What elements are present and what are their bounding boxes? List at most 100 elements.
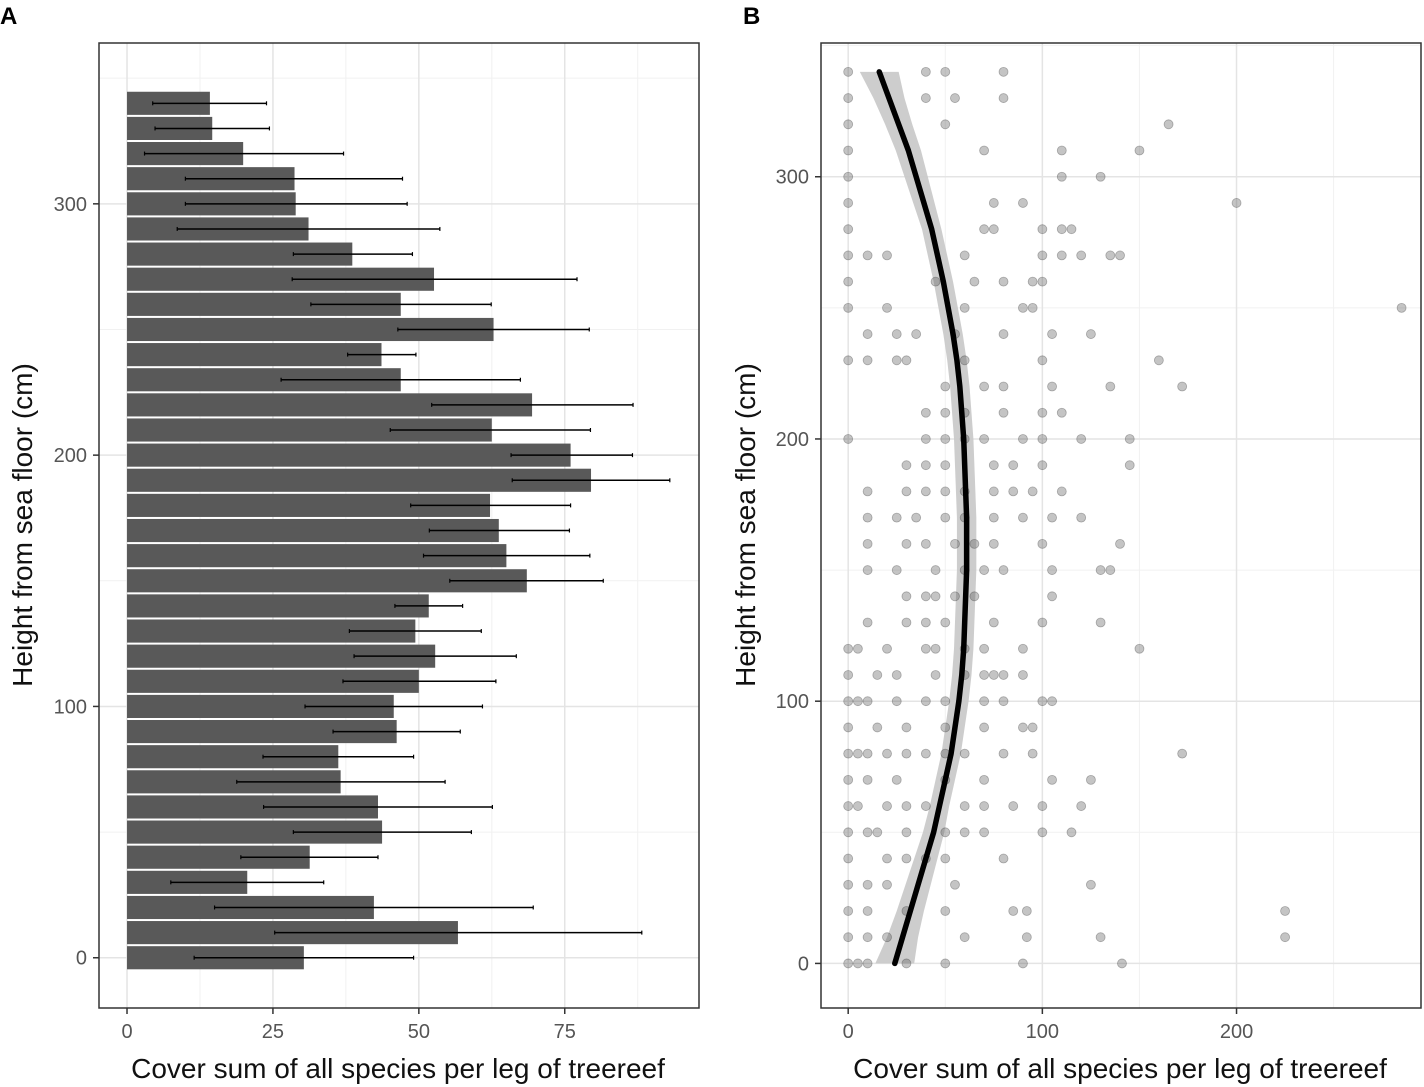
data-point-128: [920, 538, 931, 549]
data-point-42: [852, 801, 863, 811]
data-point-155: [988, 460, 999, 471]
data-point-75: [1027, 722, 1038, 733]
data-point-11: [1021, 932, 1032, 943]
data-point-80: [920, 696, 931, 707]
data-point-139: [988, 512, 999, 523]
data-point-10: [959, 932, 970, 943]
data-point-60: [862, 748, 873, 759]
data-point-150: [1027, 486, 1038, 497]
bar-60: [127, 795, 378, 819]
data-point-122: [998, 565, 1009, 575]
panel-a-x-tick-label: 75: [554, 1021, 576, 1043]
bar-250: [127, 317, 494, 342]
data-point-177: [1047, 381, 1057, 392]
data-point-87: [872, 670, 883, 680]
panel-a-bars: [127, 91, 592, 970]
data-point-117: [862, 565, 873, 575]
data-point-239: [843, 66, 854, 77]
data-point-22: [862, 879, 873, 890]
data-point-156: [1008, 460, 1019, 471]
data-point-142: [1076, 512, 1087, 523]
data-point-24: [950, 879, 960, 890]
data-point-210: [1037, 250, 1048, 261]
bar-120: [127, 644, 436, 668]
data-point-152: [901, 460, 912, 471]
data-point-101: [979, 643, 990, 654]
data-point-61: [882, 748, 892, 759]
data-point-40: [1066, 827, 1077, 838]
data-point-0: [843, 958, 854, 969]
data-point-240: [920, 66, 931, 77]
data-point-56: [1047, 774, 1057, 785]
data-point-233: [940, 119, 951, 130]
data-point-9: [882, 932, 892, 943]
bar-190: [127, 468, 592, 492]
data-point-228: [843, 145, 854, 156]
data-point-14: [843, 906, 854, 916]
panel-a-y-axis-title: Height from sea floor (cm): [7, 363, 38, 687]
panel-a-label: A: [0, 3, 17, 30]
data-point-164: [1018, 434, 1028, 444]
data-point-27: [882, 853, 892, 864]
data-point-166: [1076, 434, 1087, 444]
data-point-237: [950, 93, 960, 103]
data-point-191: [998, 329, 1009, 339]
data-point-186: [1153, 355, 1164, 366]
data-point-222: [988, 198, 999, 208]
data-point-33: [862, 827, 873, 838]
panel-b-x-tick-label: 200: [1220, 1021, 1253, 1043]
data-point-82: [979, 696, 990, 707]
data-point-69: [843, 722, 854, 733]
data-point-220: [1066, 224, 1077, 235]
data-point-206: [843, 250, 854, 261]
bar-210: [127, 418, 492, 442]
data-point-141: [1047, 512, 1057, 523]
data-point-134: [862, 512, 873, 523]
data-point-165: [1037, 434, 1048, 444]
data-point-133: [1115, 538, 1125, 549]
data-point-144: [901, 486, 912, 497]
data-point-168: [920, 407, 931, 418]
panel-b-smooth-line: [876, 69, 970, 967]
data-point-31: [998, 853, 1009, 864]
data-point-39: [1037, 827, 1048, 838]
data-point-219: [1056, 224, 1067, 235]
data-point-5: [1018, 958, 1028, 969]
data-point-195: [882, 302, 892, 313]
data-point-207: [862, 250, 873, 261]
panel-a-y-tick-label: 0: [76, 948, 87, 970]
data-point-182: [891, 355, 902, 366]
data-point-34: [872, 827, 883, 838]
panel-b-border: [820, 42, 1422, 1009]
data-point-35: [901, 827, 912, 838]
data-point-145: [920, 486, 931, 497]
data-point-226: [1056, 171, 1067, 182]
data-point-211: [1056, 250, 1067, 261]
data-point-104: [862, 617, 873, 628]
data-point-230: [1056, 145, 1067, 156]
data-point-242: [998, 66, 1009, 77]
data-point-83: [998, 696, 1009, 707]
data-point-135: [891, 512, 902, 523]
data-point-212: [1076, 250, 1087, 261]
data-point-108: [988, 617, 999, 628]
data-point-183: [901, 355, 912, 366]
data-point-48: [1008, 801, 1019, 811]
data-point-154: [940, 460, 951, 471]
data-point-36: [940, 827, 951, 838]
data-point-44: [901, 801, 912, 811]
data-point-209: [959, 250, 970, 261]
data-point-71: [901, 722, 912, 733]
data-point-3: [901, 958, 912, 969]
bar-240: [127, 343, 382, 367]
smooth-trend-line: [876, 69, 970, 967]
data-point-174: [940, 381, 951, 392]
data-point-23: [882, 879, 892, 890]
data-point-157: [1037, 460, 1048, 471]
data-point-216: [979, 224, 990, 235]
bar-280: [127, 242, 353, 266]
data-point-132: [1037, 538, 1048, 549]
data-point-43: [882, 801, 892, 811]
data-point-214: [1115, 250, 1125, 261]
